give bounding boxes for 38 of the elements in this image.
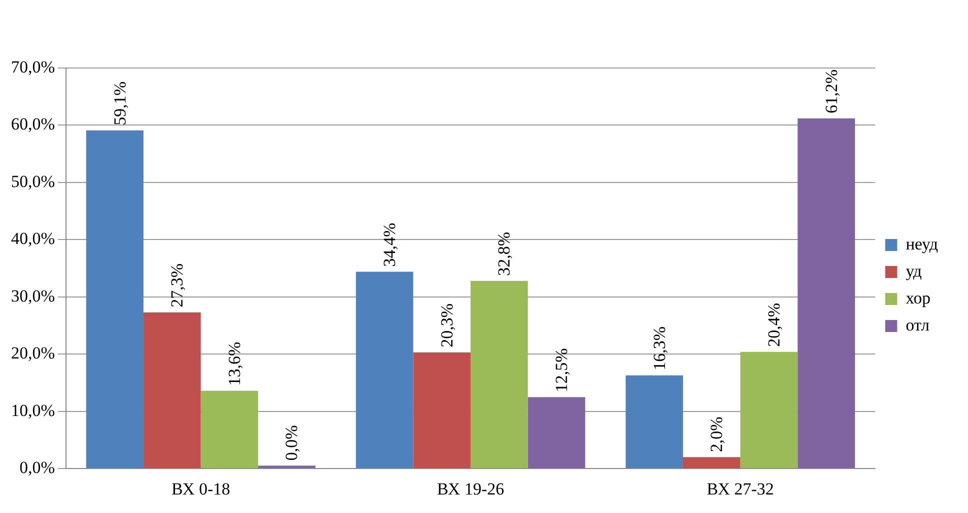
bar bbox=[413, 352, 471, 468]
x-tick-label: ВХ 19-26 bbox=[437, 479, 504, 498]
data-label: 16,3% bbox=[650, 326, 669, 370]
bar bbox=[143, 312, 201, 468]
bar bbox=[798, 118, 855, 468]
y-tick-label: 40,0% bbox=[10, 229, 55, 248]
legend-label: неуд bbox=[906, 234, 938, 254]
y-tick-label: 70,0% bbox=[10, 57, 55, 76]
data-label: 27,3% bbox=[168, 263, 187, 308]
data-label: 2,0% bbox=[707, 416, 726, 452]
y-tick-label: 0,0% bbox=[19, 458, 55, 478]
data-label: 34,4% bbox=[380, 222, 400, 267]
data-label: 0,0% bbox=[282, 425, 302, 461]
data-label: 59,1% bbox=[110, 81, 130, 126]
y-tick-label: 30,0% bbox=[10, 286, 55, 306]
bar bbox=[470, 280, 528, 468]
legend-label: уд bbox=[906, 261, 922, 280]
y-tick-label: 10,0% bbox=[10, 400, 55, 420]
y-tick-label: 20,0% bbox=[10, 344, 55, 363]
bar bbox=[356, 272, 414, 468]
data-label: 61,2% bbox=[822, 69, 841, 114]
data-label: 20,3% bbox=[437, 304, 456, 348]
bar bbox=[528, 397, 586, 468]
x-tick-label: ВХ 0-18 bbox=[171, 479, 230, 498]
bar bbox=[682, 457, 740, 468]
bar bbox=[86, 130, 144, 468]
y-tick-label: 50,0% bbox=[10, 172, 55, 191]
data-label: 13,6% bbox=[224, 342, 244, 386]
legend-label: отл bbox=[906, 315, 930, 334]
bar bbox=[740, 352, 798, 468]
y-tick-label: 60,0% bbox=[10, 114, 55, 134]
bar bbox=[200, 390, 258, 468]
data-label: 32,8% bbox=[494, 232, 514, 276]
x-tick-label: ВХ 27-32 bbox=[706, 479, 774, 498]
data-label: 20,4% bbox=[764, 302, 784, 347]
bar bbox=[626, 375, 683, 468]
data-label: 12,5% bbox=[552, 348, 572, 392]
legend-label: хор bbox=[906, 288, 931, 308]
